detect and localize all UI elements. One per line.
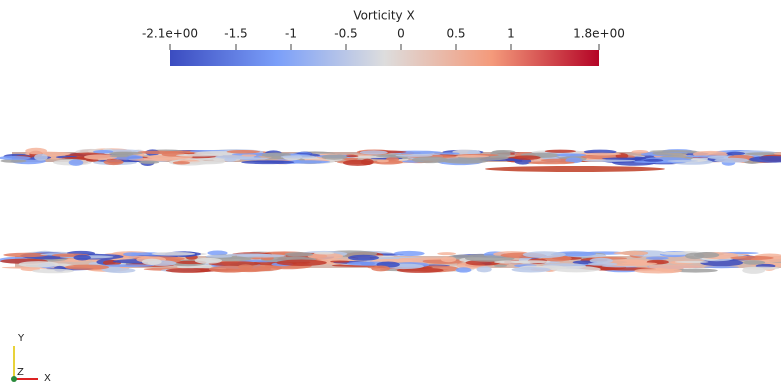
flow-structure xyxy=(742,267,765,274)
flow-structure xyxy=(631,150,648,154)
flow-structure xyxy=(330,260,349,262)
flow-structure xyxy=(588,262,618,265)
flow-structure xyxy=(441,256,456,262)
flow-structure xyxy=(455,155,489,158)
flow-structure xyxy=(649,265,702,268)
flow-structure xyxy=(545,150,576,153)
flow-structure xyxy=(74,255,91,261)
flow-structure xyxy=(237,254,287,257)
flow-structure xyxy=(110,155,129,158)
flow-structure xyxy=(18,261,58,267)
flow-structure xyxy=(102,264,154,267)
flow-structure xyxy=(437,252,456,255)
flow-structure xyxy=(528,161,574,164)
flow-structure xyxy=(714,158,749,163)
tick-label: 0.5 xyxy=(446,27,465,41)
flow-structure xyxy=(743,260,765,265)
flow-structure xyxy=(649,150,696,152)
flow-structure xyxy=(142,259,162,265)
tick-label: 1.8e+00 xyxy=(573,27,625,41)
flow-structure xyxy=(281,155,316,158)
flow-structure xyxy=(65,265,109,270)
flow-structure xyxy=(513,155,541,160)
flow-structure xyxy=(377,160,389,163)
flow-structure xyxy=(456,267,472,272)
flow-structure xyxy=(583,153,621,156)
flow-structure xyxy=(704,266,739,268)
flow-structure xyxy=(646,257,669,260)
flow-structure xyxy=(3,253,48,257)
flow-structure xyxy=(205,255,232,258)
flow-structure xyxy=(346,155,359,157)
flow-structure xyxy=(195,258,222,264)
flow-structure xyxy=(314,252,334,255)
flow-field xyxy=(0,148,781,274)
axis-label: Z xyxy=(17,367,24,378)
flow-structure xyxy=(730,256,773,260)
flow-structure xyxy=(511,267,550,272)
flow-structure xyxy=(201,160,225,163)
axis-label: X xyxy=(44,373,51,384)
flow-structure xyxy=(556,153,586,156)
tick-label: -1 xyxy=(285,27,297,41)
flow-structure xyxy=(227,150,261,153)
flow-structure xyxy=(139,161,159,164)
flow-structure xyxy=(176,154,223,157)
flow-structure xyxy=(34,154,48,161)
flow-structure xyxy=(109,152,143,155)
tick-label: 0 xyxy=(397,27,405,41)
flow-structure xyxy=(348,255,379,261)
flow-structure xyxy=(494,265,507,268)
flow-structure xyxy=(285,252,314,257)
flow-structure xyxy=(276,260,326,266)
flow-structure xyxy=(32,269,74,274)
flow-structure xyxy=(675,261,709,263)
flow-structure xyxy=(322,154,348,159)
colorbar xyxy=(170,50,599,66)
flow-structure xyxy=(634,268,682,273)
tick-label: -2.1e+00 xyxy=(142,27,198,41)
flow-structure xyxy=(69,159,84,165)
render-view: Vorticity X Y Z X -2.1e+00 -1.5 -1 -0.5 0 0.5… xyxy=(0,0,781,387)
flow-structure xyxy=(151,252,195,256)
orientation-axes: Y Z X xyxy=(11,333,51,384)
tick-label: -1.5 xyxy=(224,27,247,41)
tick-label: 1 xyxy=(507,27,515,41)
flow-structure xyxy=(243,265,282,271)
flow-structure xyxy=(485,166,665,172)
flow-structure xyxy=(173,161,190,164)
axis-label: Y xyxy=(17,333,25,344)
flow-structure xyxy=(412,157,448,164)
flow-structure xyxy=(395,154,433,157)
flow-structure xyxy=(104,159,124,165)
flow-structure xyxy=(643,159,663,162)
flow-structure xyxy=(371,266,390,272)
flow-structure xyxy=(25,148,47,155)
flow-structure xyxy=(621,262,657,264)
flow-structure xyxy=(343,160,373,166)
flow-structure xyxy=(668,160,699,162)
flow-structure xyxy=(726,152,745,155)
flow-structure xyxy=(523,251,566,258)
colorbar-title: Vorticity X xyxy=(353,9,414,23)
flow-structure xyxy=(511,260,551,263)
flow-structure xyxy=(477,266,492,272)
flow-structure xyxy=(360,150,388,154)
flow-structure xyxy=(685,253,705,259)
flow-structure xyxy=(166,268,211,273)
flow-structure xyxy=(241,160,294,164)
flow-structure xyxy=(123,252,142,256)
flow-structure xyxy=(241,154,256,156)
tick-label: -0.5 xyxy=(334,27,357,41)
flow-structure xyxy=(394,251,425,256)
flow-structure xyxy=(440,152,460,154)
flow-structure xyxy=(602,158,646,160)
flow-structure xyxy=(551,266,601,272)
flow-structure xyxy=(620,251,648,255)
flow-structure xyxy=(583,159,635,161)
